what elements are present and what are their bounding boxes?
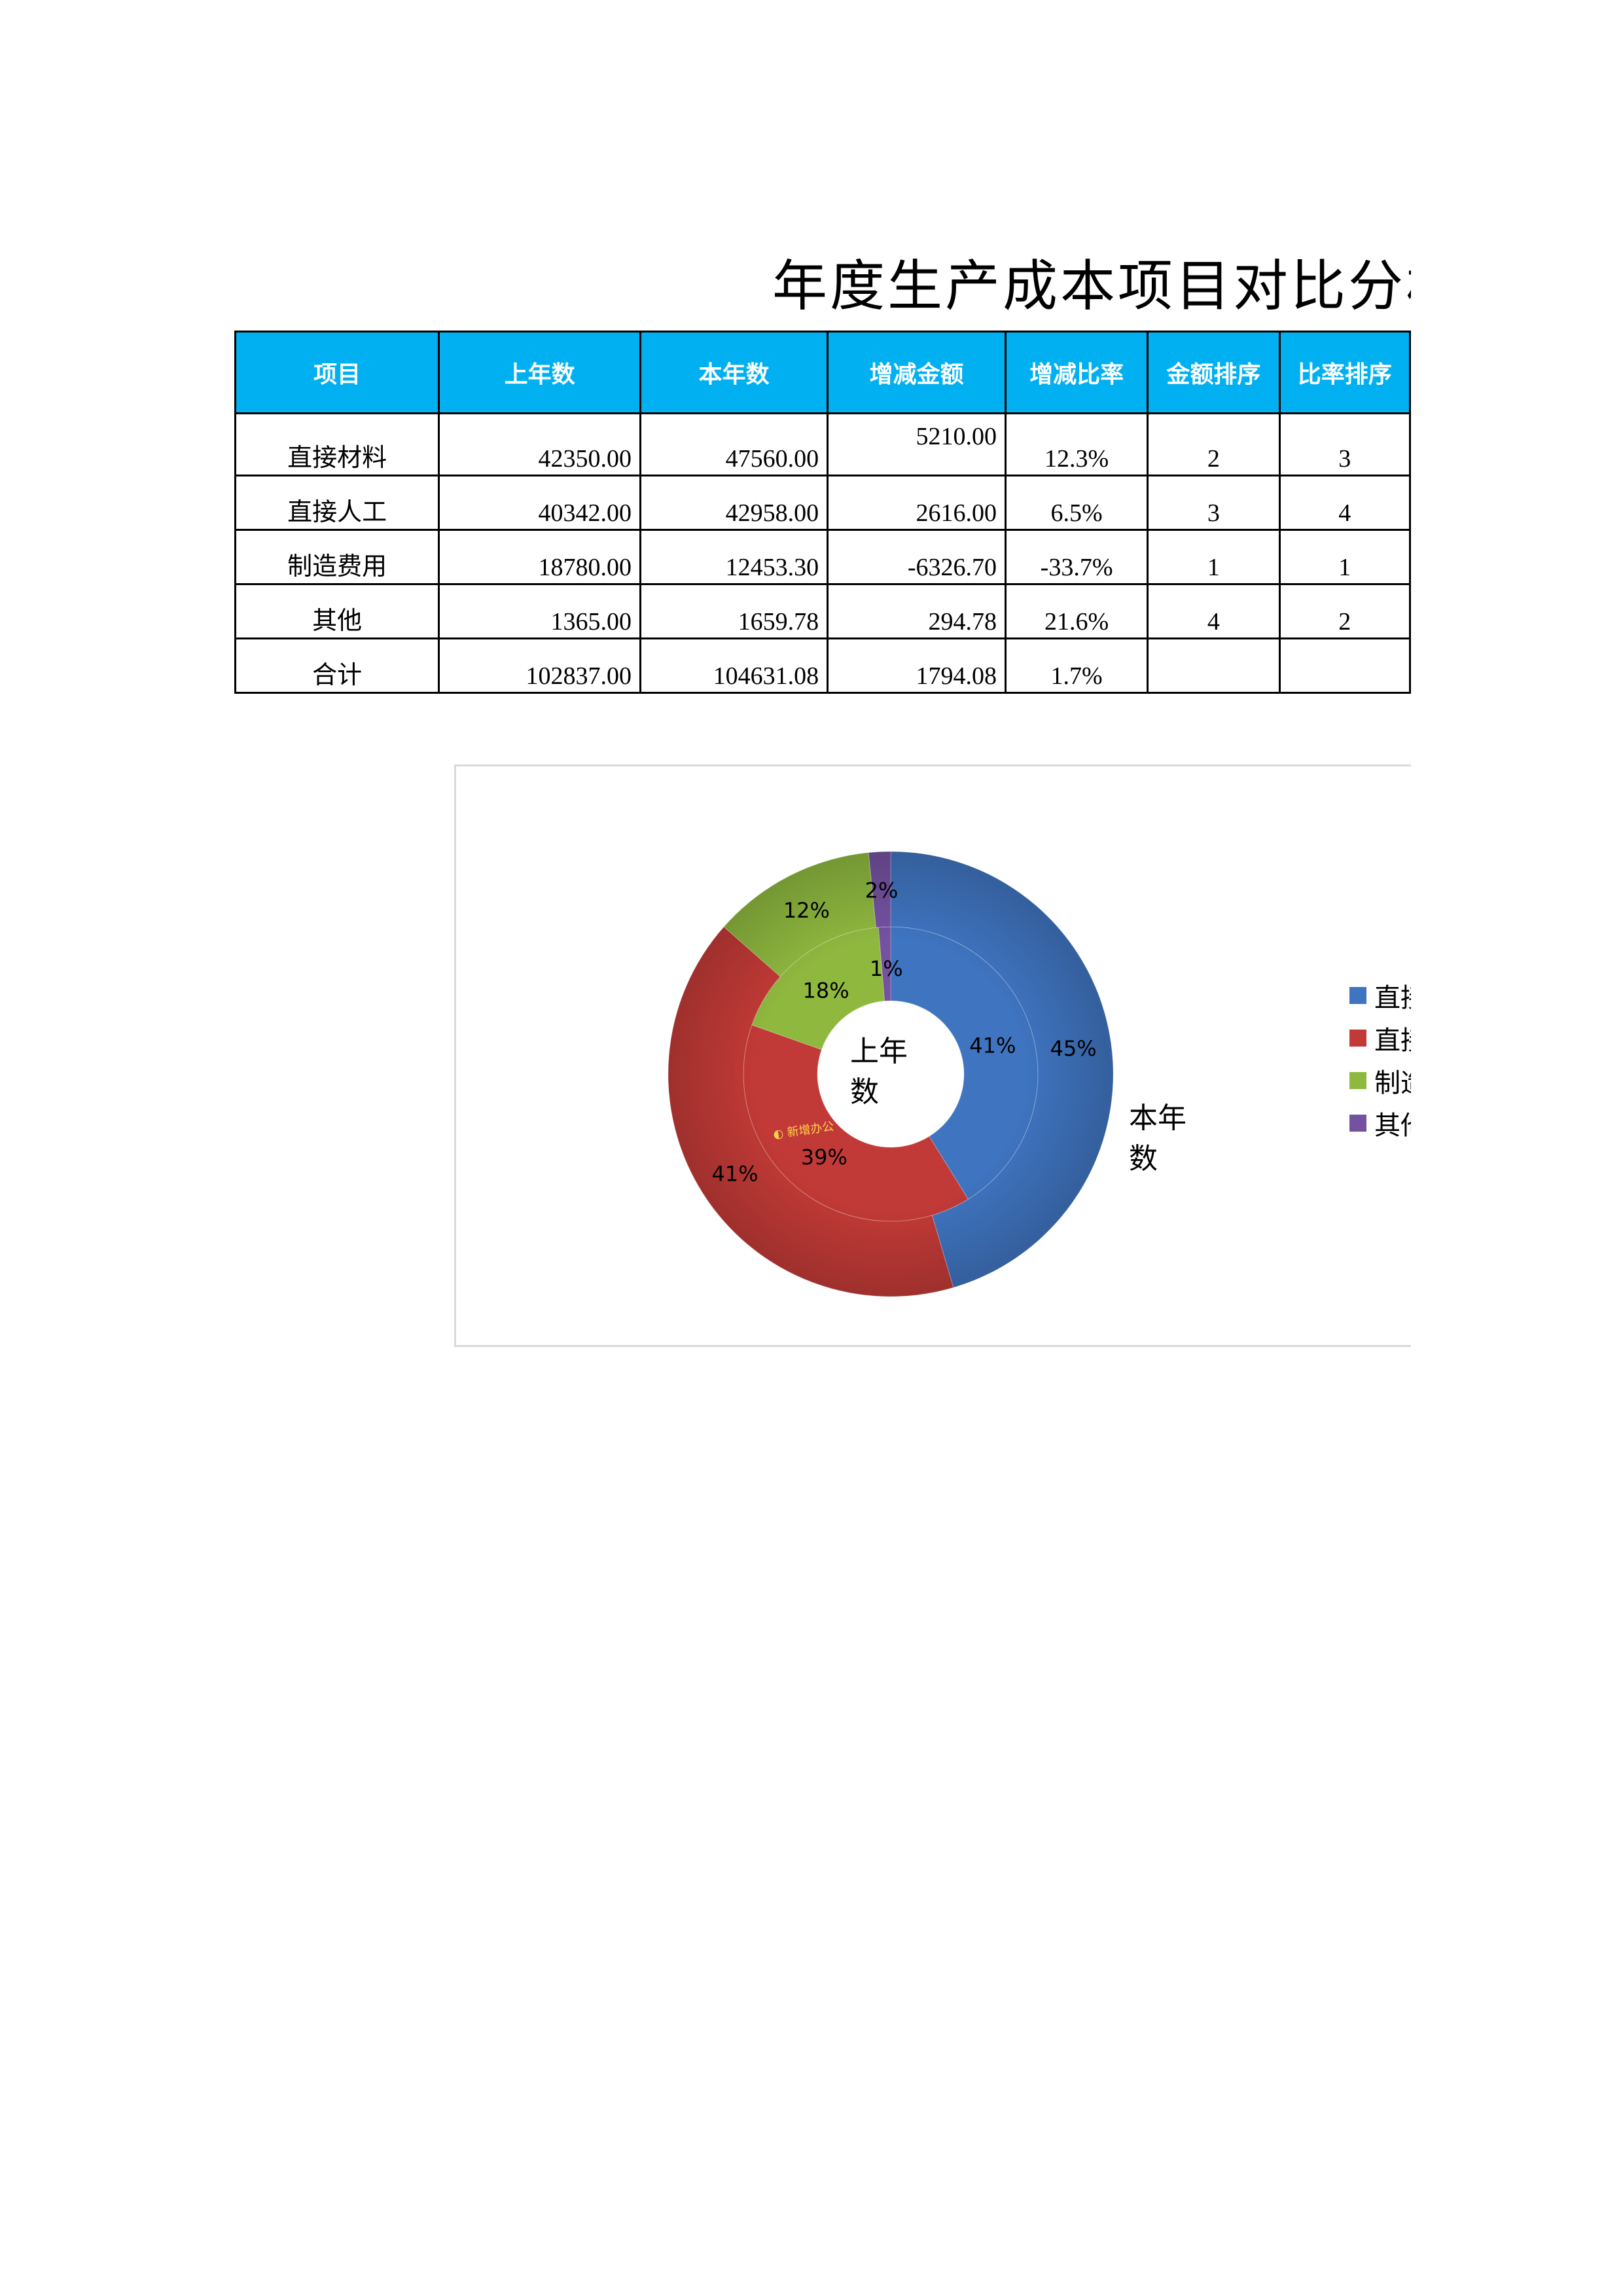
item-name: 制造费用 (234, 529, 440, 585)
item-name: 合计 (234, 637, 440, 694)
slice-outer-1 (668, 926, 954, 1297)
outer-series-label: 数 (1129, 1142, 1158, 1175)
data-label-outer-3: 2% (865, 878, 899, 903)
amount-rank: 1 (1147, 529, 1281, 585)
legend-item: 直接材料 (1349, 976, 1411, 1015)
prev-value: 1365.00 (438, 583, 641, 639)
print-area: 年度生产成本项目对比分析 项目 上年数 本年数 增减金额 增减比率 金额排序 比… (234, 254, 1411, 1347)
curr-value: 42958.00 (639, 475, 829, 531)
cost-table: 项目 上年数 本年数 增减金额 增减比率 金额排序 比率排序 直接材料 4235… (234, 331, 1411, 694)
curr-value: 47560.00 (639, 412, 829, 476)
legend-item: 直接人工 (1349, 1018, 1411, 1058)
amount-rank: 4 (1147, 583, 1281, 639)
curr-value: 12453.30 (639, 529, 829, 585)
legend-swatch (1349, 1115, 1366, 1132)
prev-value: 42350.00 (438, 412, 641, 476)
amount-rank: 2 (1147, 412, 1281, 476)
prev-value: 40342.00 (438, 475, 641, 531)
data-label-inner-0: 41% (969, 1033, 1016, 1058)
legend-label: 直接材料 (1374, 983, 1411, 1013)
outer-series-label: 本年 (1129, 1102, 1186, 1135)
curr-value: 1659.78 (639, 583, 829, 639)
legend-swatch (1349, 1072, 1366, 1089)
item-name: 其他 (234, 583, 440, 639)
slice-inner-3 (878, 926, 891, 1001)
diff-value: 1794.08 (827, 637, 1007, 694)
amount-rank: 3 (1147, 475, 1281, 531)
center-series-label: 上年 (850, 1035, 908, 1068)
rate-value: 21.6% (1005, 583, 1149, 639)
diff-value: 2616.00 (827, 475, 1007, 531)
column-header: 本年数 (639, 331, 829, 414)
legend-label: 其他 (1374, 1111, 1411, 1141)
curr-value: 104631.08 (639, 637, 829, 694)
legend-item: 其他 (1349, 1103, 1411, 1143)
column-header: 比率排序 (1278, 331, 1411, 414)
column-header: 项目 (234, 331, 440, 414)
rate-rank: 4 (1278, 475, 1411, 531)
column-header: 上年数 (438, 331, 641, 414)
table-row: 制造费用 18780.00 12453.30 -6326.70 -33.7% 1… (234, 529, 1411, 585)
prev-value: 18780.00 (438, 529, 641, 585)
item-name: 直接人工 (234, 475, 440, 531)
diff-value: -6326.70 (827, 529, 1007, 585)
data-label-outer-1: 41% (711, 1161, 758, 1186)
rate-value: 1.7% (1005, 637, 1149, 694)
data-label-outer-2: 12% (783, 898, 830, 923)
legend-swatch (1349, 1030, 1366, 1047)
data-label-inner-1: 39% (801, 1145, 847, 1170)
data-label-inner-3: 1% (870, 956, 903, 981)
legend-label: 直接人工 (1374, 1026, 1411, 1056)
slice-outer-2 (723, 852, 877, 977)
table-row: 直接材料 42350.00 47560.00 5210.00 12.3% 2 3 (234, 412, 1411, 476)
rate-rank: 2 (1278, 583, 1411, 639)
diff-value: 294.78 (827, 583, 1007, 639)
slice-outer-0 (890, 851, 1114, 1288)
column-header: 金额排序 (1147, 331, 1281, 414)
rate-value: -33.7% (1005, 529, 1149, 585)
slice-inner-1 (743, 1024, 969, 1222)
slice-outer-3 (868, 851, 891, 928)
rate-rank: 1 (1278, 529, 1411, 585)
column-header: 增减金额 (827, 331, 1007, 414)
rate-rank (1278, 637, 1411, 694)
table-row: 其他 1365.00 1659.78 294.78 21.6% 4 2 (234, 583, 1411, 639)
rate-value: 12.3% (1005, 412, 1149, 476)
rate-rank: 3 (1278, 412, 1411, 476)
table-row-total: 合计 102837.00 104631.08 1794.08 1.7% (234, 637, 1411, 694)
legend-swatch (1349, 987, 1366, 1004)
rate-value: 6.5% (1005, 475, 1149, 531)
table-header-row: 项目 上年数 本年数 增减金额 增减比率 金额排序 比率排序 (234, 331, 1411, 414)
legend-item: 制造费用 (1349, 1061, 1411, 1100)
data-label-inner-2: 18% (802, 978, 849, 1003)
page-title: 年度生产成本项目对比分析 (772, 254, 1411, 318)
data-label-outer-0: 45% (1050, 1036, 1097, 1061)
amount-rank (1147, 637, 1281, 694)
item-name: 直接材料 (234, 412, 440, 476)
legend-label: 制造费用 (1374, 1068, 1411, 1098)
center-series-label: 数 (850, 1075, 879, 1109)
column-header: 增减比率 (1005, 331, 1149, 414)
table-row: 直接人工 40342.00 42958.00 2616.00 6.5% 3 4 (234, 475, 1411, 531)
prev-value: 102837.00 (438, 637, 641, 694)
diff-value: 5210.00 (827, 412, 1007, 476)
